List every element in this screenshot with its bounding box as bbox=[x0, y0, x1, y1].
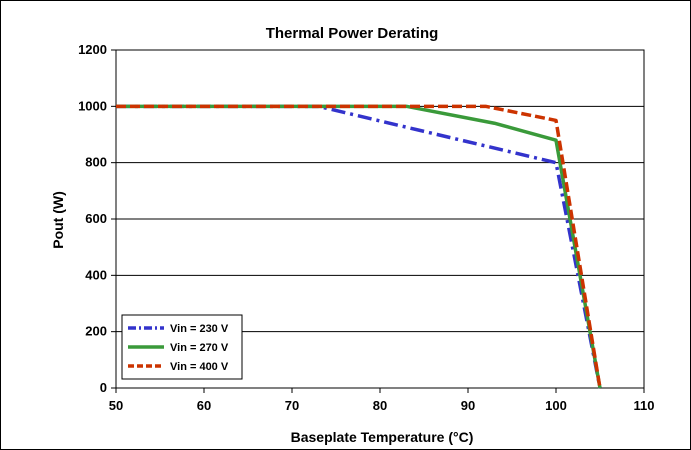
series-line-3 bbox=[116, 104, 602, 389]
x-tick-label: 100 bbox=[545, 398, 567, 413]
x-tick-label: 60 bbox=[197, 398, 211, 413]
legend-label: Vin = 270 V bbox=[170, 342, 229, 354]
x-axis-ticks: 50 60 70 80 90 100 110 bbox=[109, 388, 655, 413]
y-tick-label: 600 bbox=[85, 211, 107, 226]
x-axis-title: Baseplate Temperature (°C) bbox=[291, 429, 474, 445]
y-tick-label: 200 bbox=[85, 324, 107, 339]
x-tick-label: 90 bbox=[461, 398, 475, 413]
x-tick-label: 70 bbox=[285, 398, 299, 413]
y-tick-label: 1200 bbox=[78, 42, 107, 57]
legend-label: Vin = 230 V bbox=[170, 323, 229, 335]
y-tick-label: 400 bbox=[85, 267, 107, 282]
legend-label: Vin = 400 V bbox=[170, 361, 229, 373]
y-tick-label: 800 bbox=[85, 155, 107, 170]
y-axis-title: Pout (W) bbox=[50, 191, 66, 249]
legend: Vin = 230 V Vin = 270 V Vin = 400 V bbox=[121, 314, 243, 380]
y-tick-label: 1000 bbox=[78, 98, 107, 113]
chart-title: Thermal Power Derating bbox=[266, 25, 439, 42]
x-tick-label: 50 bbox=[109, 398, 123, 413]
x-tick-label: 110 bbox=[634, 398, 655, 413]
y-axis-ticks: 0 200 400 600 800 1000 1200 bbox=[78, 42, 116, 395]
series-layer bbox=[116, 104, 602, 389]
y-tick-label: 0 bbox=[100, 380, 107, 395]
series-line-2 bbox=[116, 104, 602, 389]
x-tick-label: 80 bbox=[373, 398, 387, 413]
